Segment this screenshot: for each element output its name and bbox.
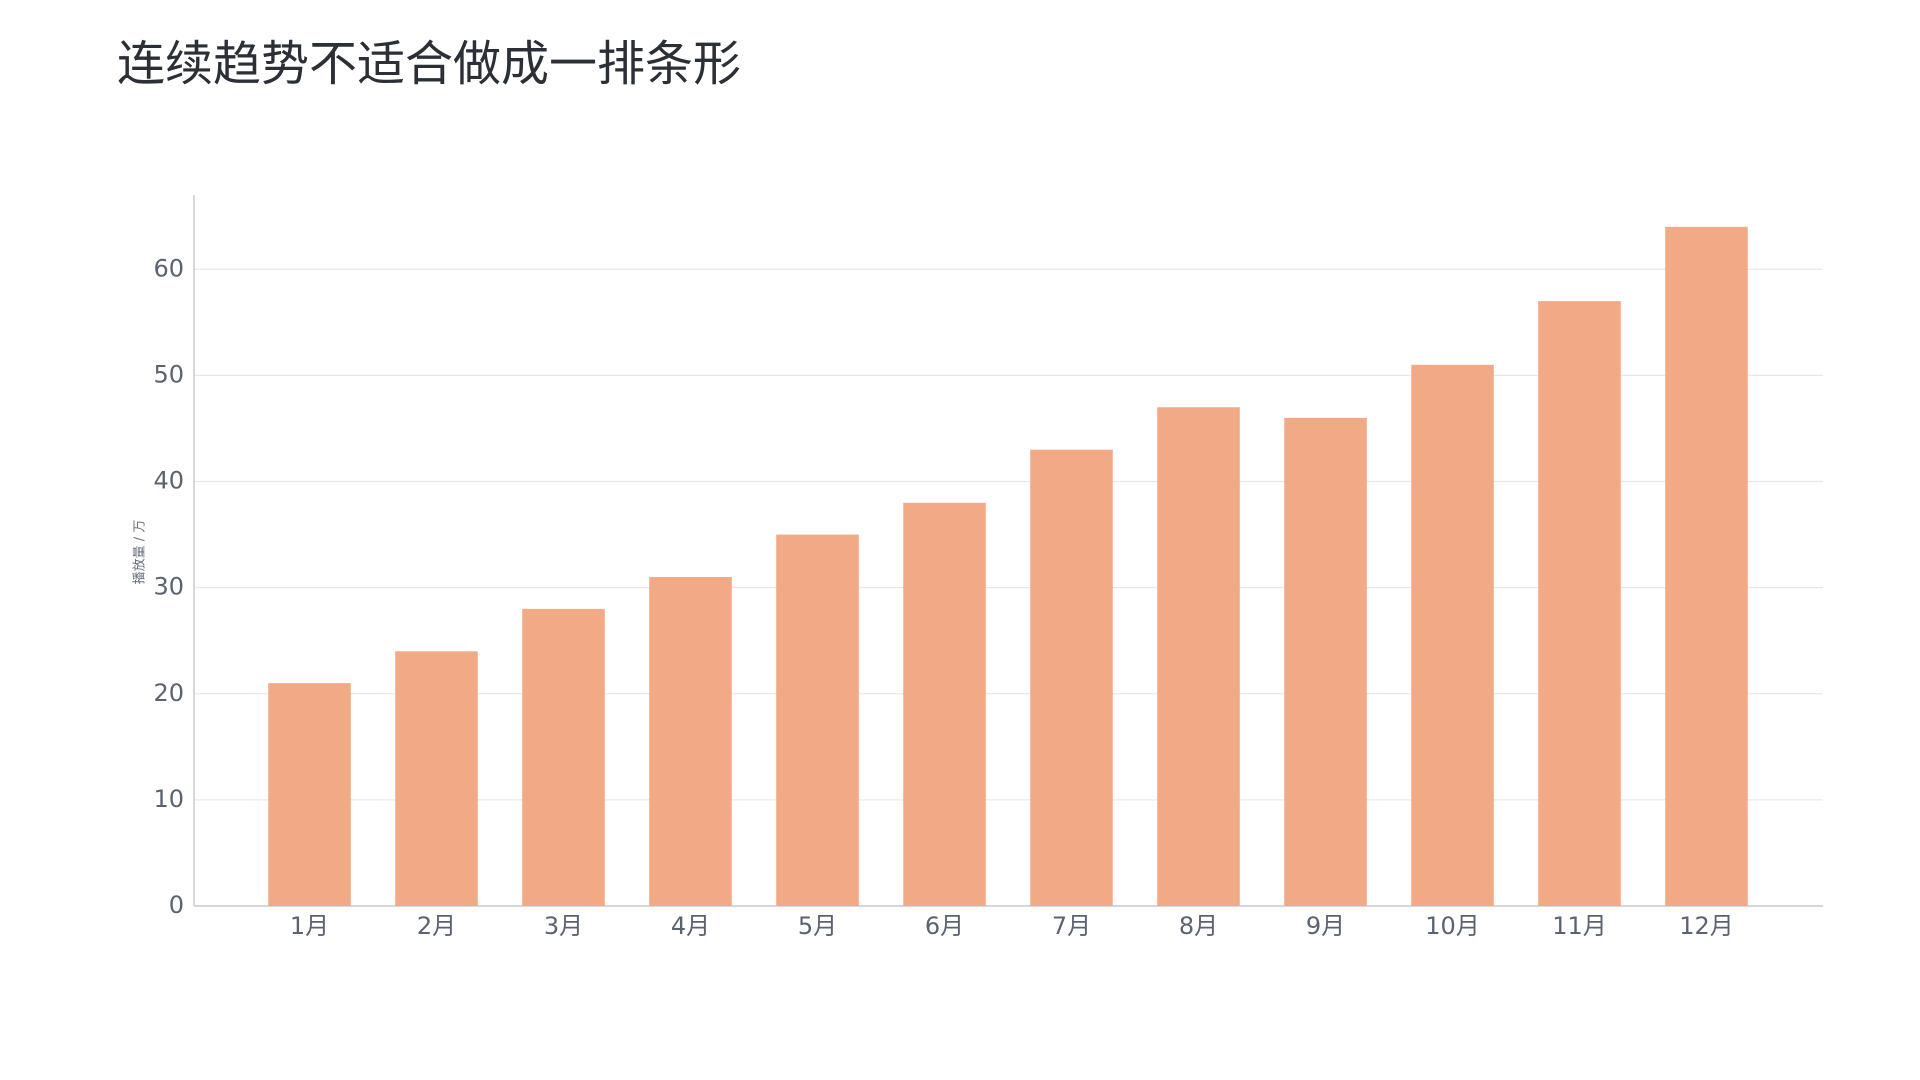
y-axis-label: 播放量 / 万	[133, 520, 148, 585]
y-tick-label: 0	[169, 891, 184, 919]
x-tick-label: 6月	[925, 912, 964, 940]
y-tick-label: 30	[153, 573, 184, 601]
bar	[1411, 364, 1494, 907]
bar	[1665, 226, 1748, 906]
x-tick-label: 7月	[1052, 912, 1091, 940]
x-tick-label: 2月	[417, 912, 456, 940]
bar	[1030, 449, 1113, 906]
bar	[1284, 417, 1367, 906]
x-tick-label: 8月	[1179, 912, 1218, 940]
x-tick-label: 12月	[1679, 912, 1734, 940]
x-tick-label: 5月	[798, 912, 837, 940]
bar	[1538, 301, 1621, 907]
x-tick-label: 11月	[1552, 912, 1607, 940]
bar	[522, 608, 605, 906]
x-tick-label: 10月	[1425, 912, 1480, 940]
bar	[268, 683, 351, 906]
chart-title: 连续趋势不适合做成一排条形	[117, 36, 741, 92]
y-tick-label: 50	[153, 360, 184, 388]
y-tick-label: 40	[153, 467, 184, 495]
bar	[776, 534, 859, 906]
bar	[395, 651, 478, 906]
y-tick-label: 20	[153, 679, 184, 707]
bar	[649, 577, 732, 906]
bar	[1157, 407, 1240, 906]
x-tick-label: 9月	[1306, 912, 1345, 940]
x-tick-label: 3月	[544, 912, 583, 940]
x-tick-label: 4月	[671, 912, 710, 940]
x-tick-label: 1月	[290, 912, 329, 940]
y-tick-label: 60	[153, 254, 184, 282]
bar	[903, 502, 986, 906]
y-tick-label: 10	[153, 785, 184, 813]
